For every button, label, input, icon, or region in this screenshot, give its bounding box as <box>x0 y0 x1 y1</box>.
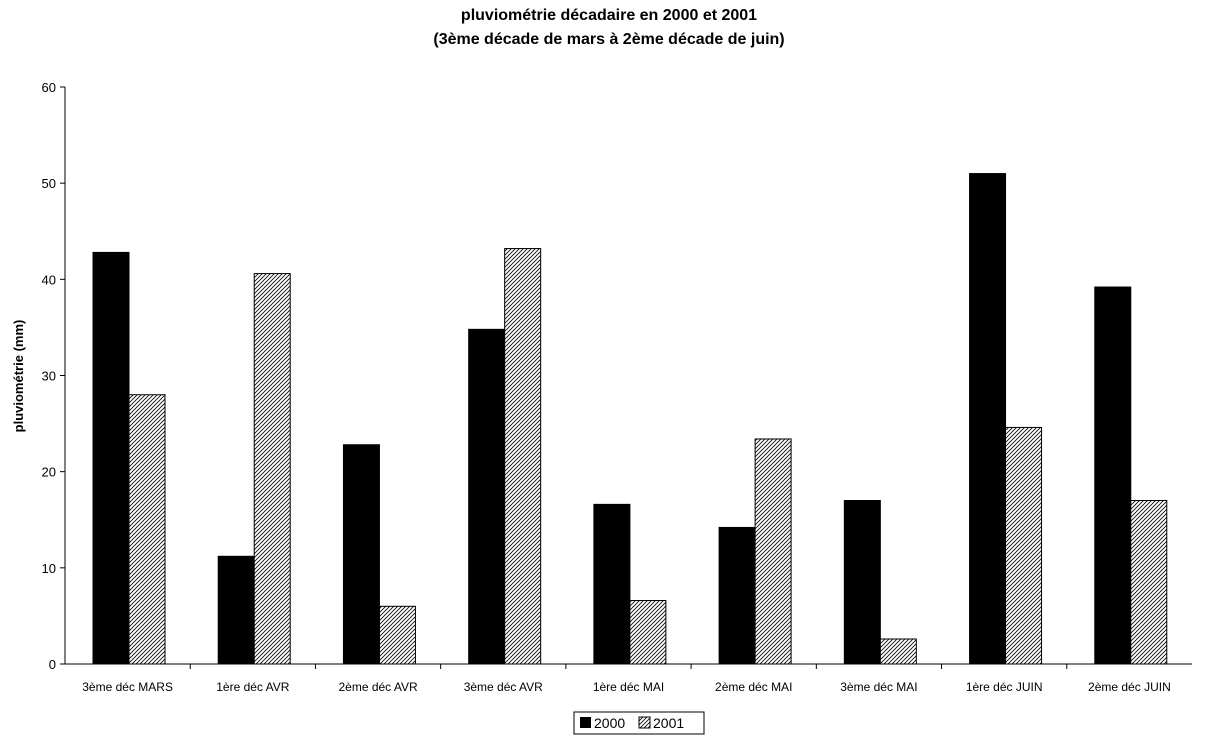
y-axis-ticks: 0 10 20 30 40 50 60 <box>42 80 65 672</box>
y-tick-label: 40 <box>42 272 56 287</box>
x-category-label: 1ère déc JUIN <box>966 680 1043 694</box>
bar-2000 <box>468 328 506 665</box>
bar-2001 <box>253 273 291 665</box>
bar-2000 <box>718 526 756 665</box>
category-labels: 3ème déc MARS 1ère déc AVR 2ème déc AVR 3èm… <box>82 664 1171 694</box>
bar-2000 <box>342 444 380 665</box>
x-category-label: 2ème déc AVR <box>338 680 417 694</box>
y-tick-label: 10 <box>42 561 56 576</box>
bar-2001 <box>504 248 542 665</box>
bar-2001 <box>378 605 416 665</box>
bar-2000 <box>969 173 1007 665</box>
y-tick-label: 0 <box>49 657 56 672</box>
x-category-label: 1ère déc MAI <box>593 680 664 694</box>
x-category-label: 2ème déc JUIN <box>1088 680 1171 694</box>
bar-2001 <box>1130 500 1168 665</box>
x-category-label: 3ème déc MAI <box>840 680 917 694</box>
bar-2000 <box>1094 286 1132 665</box>
bar-2000 <box>92 251 130 665</box>
bar-2000 <box>217 555 255 665</box>
bar-2001 <box>629 600 667 665</box>
y-tick-label: 50 <box>42 176 56 191</box>
legend-label-2001: 2001 <box>653 715 684 731</box>
bars <box>92 173 1168 665</box>
legend: 2000 2001 <box>573 711 705 735</box>
chart-title-line-1: pluviométrie décadaire en 2000 et 2001 <box>461 7 757 24</box>
x-category-label: 3ème déc MARS <box>82 680 173 694</box>
x-category-label: 1ère déc AVR <box>216 680 289 694</box>
x-category-label: 3ème déc AVR <box>464 680 543 694</box>
bar-2001 <box>754 438 792 665</box>
y-tick-label: 20 <box>42 465 56 480</box>
y-tick-label: 30 <box>42 369 56 384</box>
y-tick-label: 60 <box>42 80 56 95</box>
legend-label-2000: 2000 <box>594 715 625 731</box>
legend-swatch-2000 <box>580 717 591 728</box>
bar-2000 <box>843 500 881 665</box>
x-category-label: 2ème déc MAI <box>715 680 792 694</box>
bar-2001 <box>1005 426 1043 665</box>
chart-title-line-2: (3ème décade de mars à 2ème décade de ju… <box>433 31 784 48</box>
bar-2000 <box>593 503 631 665</box>
y-axis-label: pluviométrie (mm) <box>11 320 26 433</box>
legend-swatch-2001 <box>638 716 651 729</box>
bar-2001 <box>879 638 917 665</box>
bar-2001 <box>128 394 166 665</box>
